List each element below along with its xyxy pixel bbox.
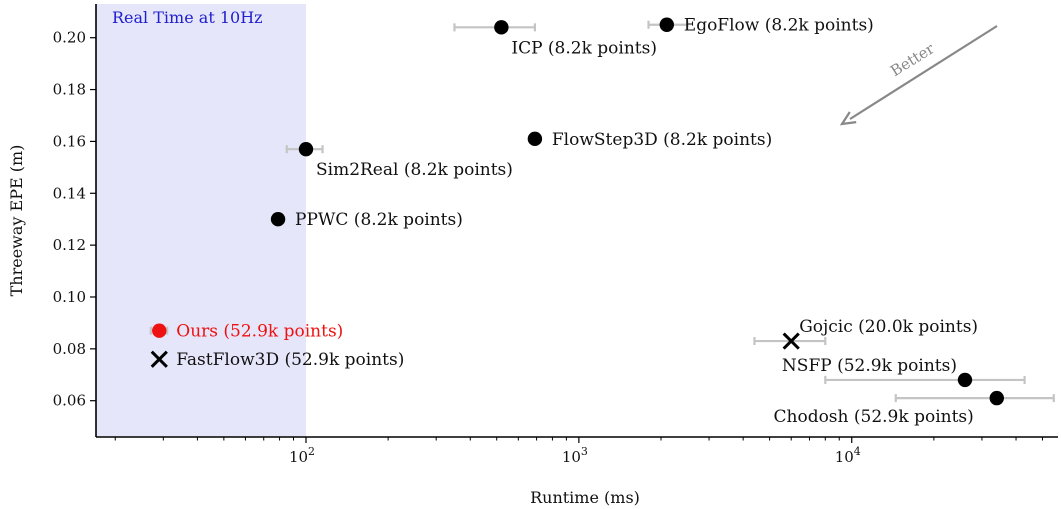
- better-arrow: Better: [839, 25, 998, 126]
- y-tick-label: 0.18: [53, 81, 86, 99]
- better-arrow-shaft: [849, 25, 998, 120]
- fastflow3d-label: FastFlow3D (52.9k points): [176, 350, 404, 370]
- chodosh-label: Chodosh (52.9k points): [774, 407, 974, 427]
- egoflow-marker: [659, 17, 674, 32]
- y-tick-label: 0.10: [53, 288, 86, 306]
- icp-label: ICP (8.2k points): [511, 38, 657, 58]
- egoflow-label: EgoFlow (8.2k points): [684, 16, 874, 36]
- better-arrow-head: [839, 111, 857, 126]
- y-tick-label: 0.06: [53, 392, 86, 410]
- flowstep3d-label: FlowStep3D (8.2k points): [552, 130, 772, 150]
- nsfp-error-bar: [824, 375, 1026, 384]
- y-tick-label: 0.08: [53, 340, 86, 358]
- sim2real-label: Sim2Real (8.2k points): [316, 160, 513, 180]
- ours-marker: [152, 323, 167, 338]
- gojcic-marker: [782, 332, 800, 350]
- ppwc-label: PPWC (8.2k points): [295, 210, 463, 230]
- x-axis-title: Runtime (ms): [530, 488, 640, 507]
- fastflow3d-marker: [150, 350, 168, 368]
- icp-marker: [494, 20, 509, 35]
- flowstep3d-marker: [527, 131, 543, 147]
- axes: 0.06 0.08 0.10 0.12 0.14 0.16 0.18 0.20 102 103 10…: [7, 4, 1058, 507]
- data-points: [150, 17, 1004, 406]
- x-tick-label: 104: [835, 445, 861, 466]
- y-tick-label: 0.12: [53, 236, 86, 254]
- y-tick-label: 0.20: [53, 29, 86, 47]
- ppwc-marker: [270, 212, 286, 227]
- y-axis-title: Threeway EPE (m): [7, 145, 26, 297]
- x-tick-label: 103: [562, 445, 588, 466]
- better-arrow-label: Better: [887, 39, 938, 80]
- realtime-region-label: Real Time at 10Hz: [112, 8, 263, 27]
- nsfp-marker: [957, 372, 973, 388]
- chodosh-marker: [989, 390, 1004, 406]
- chodosh-error-bar: [894, 394, 1055, 403]
- error-bars: [149, 20, 1055, 403]
- nsfp-label: NSFP (52.9k points): [782, 356, 957, 376]
- sim2real-marker: [298, 141, 314, 157]
- ours-label: Ours (52.9k points): [176, 322, 343, 342]
- y-tick-label: 0.16: [53, 132, 86, 150]
- gojcic-label: Gojcic (20.0k points): [799, 317, 978, 337]
- y-tick-label: 0.14: [53, 184, 86, 202]
- point-labels: ICP (8.2k points) EgoFlow (8.2k points) Fl…: [176, 16, 978, 427]
- x-tick-label: 102: [289, 445, 315, 466]
